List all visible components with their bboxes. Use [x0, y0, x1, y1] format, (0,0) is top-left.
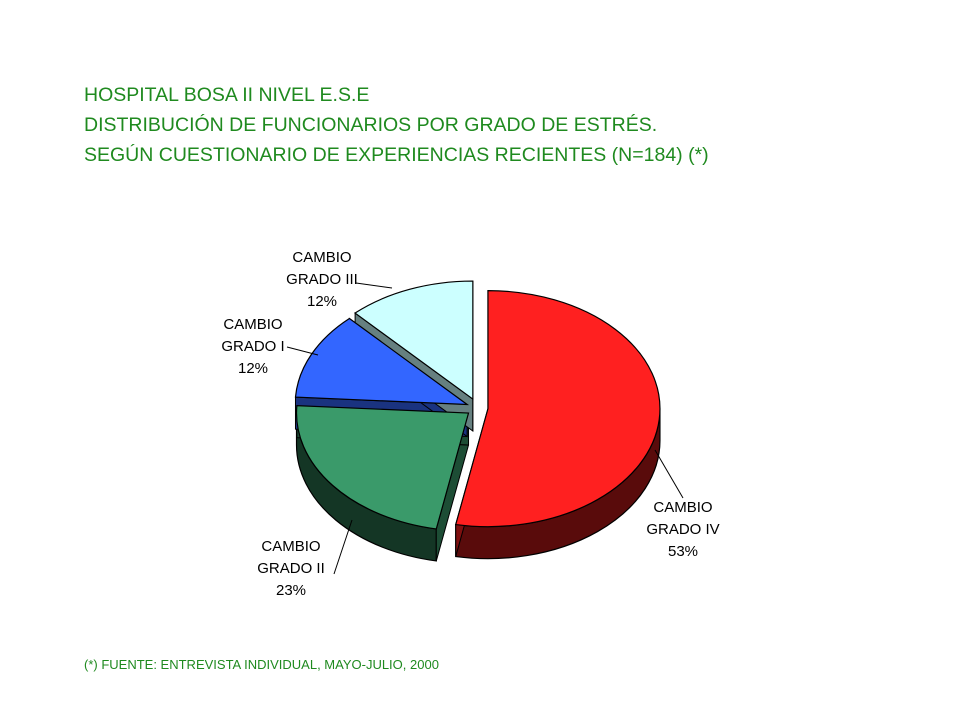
slice-name-label: GRADO III — [286, 271, 358, 288]
pie-slice-cambio-grado-i — [294, 317, 470, 406]
title-line-2: DISTRIBUCIÓN DE FUNCIONARIOS POR GRADO D… — [84, 114, 658, 136]
slice-percent-label: 12% — [307, 293, 337, 310]
slice-name-label: CAMBIO — [223, 316, 282, 333]
slice-name-label: GRADO IV — [646, 521, 719, 538]
pie-slice-cambio-grado-iv — [454, 290, 661, 528]
slice-name-label: CAMBIO — [261, 538, 320, 555]
leader-line-3 — [355, 282, 393, 289]
pie-labels: CAMBIO GRADO IV 53% CAMBIO GRADO II 23% CAMBIO… — [221, 249, 719, 599]
leader-line-0 — [654, 449, 684, 499]
title-line-1: HOSPITAL BOSA II NIVEL E.S.E — [84, 84, 370, 106]
slice-name-label: GRADO I — [221, 338, 284, 355]
leader-line-1 — [333, 519, 353, 575]
slice-name-label: CAMBIO — [653, 499, 712, 516]
chart-title: HOSPITAL BOSA II NIVEL E.S.E DISTRIBUCIÓ… — [84, 80, 709, 170]
source-footnote: (*) FUENTE: ENTREVISTA INDIVIDUAL, MAYO-… — [84, 657, 439, 672]
slice-name-label: CAMBIO — [292, 249, 351, 266]
leader-line-2 — [286, 346, 319, 356]
title-line-3: SEGÚN CUESTIONARIO DE EXPERIENCIAS RECIE… — [84, 144, 709, 166]
slice-percent-label: 23% — [276, 582, 306, 599]
pie-slice-cambio-grado-iii — [354, 280, 474, 401]
slice-percent-label: 12% — [238, 360, 268, 377]
pie-slice-cambio-grado-ii — [295, 405, 470, 530]
slice-percent-label: 53% — [668, 543, 698, 560]
pie-slices — [294, 280, 661, 562]
slice-name-label: GRADO II — [257, 560, 325, 577]
